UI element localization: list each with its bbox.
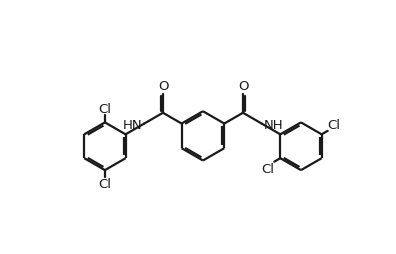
Text: Cl: Cl	[99, 177, 111, 190]
Text: O: O	[238, 80, 249, 93]
Text: Cl: Cl	[99, 103, 111, 116]
Text: O: O	[158, 80, 169, 93]
Text: Cl: Cl	[327, 118, 341, 131]
Text: Cl: Cl	[261, 162, 274, 175]
Text: HN: HN	[122, 118, 142, 131]
Text: NH: NH	[264, 118, 284, 131]
